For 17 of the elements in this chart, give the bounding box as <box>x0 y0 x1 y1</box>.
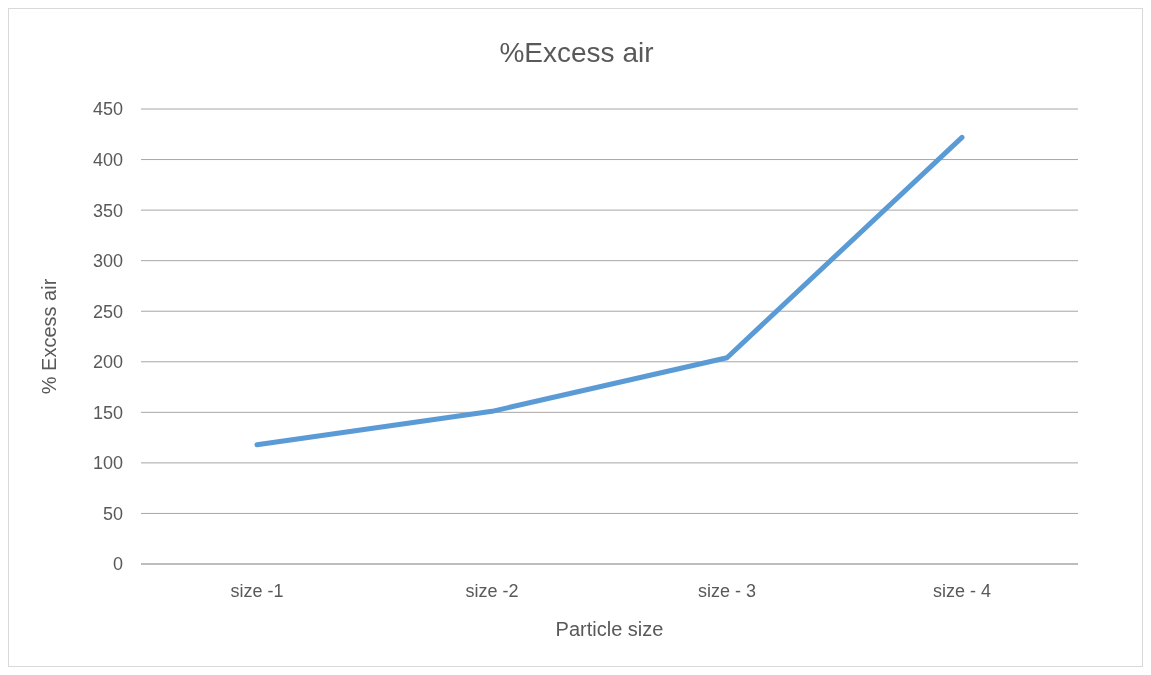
y-tick-label: 50 <box>102 503 123 524</box>
x-tick-label: size - 3 <box>697 580 757 601</box>
y-tick-label: 150 <box>92 402 123 423</box>
y-tick-label: 450 <box>92 99 123 120</box>
y-tick-label: 250 <box>92 301 123 322</box>
y-tick-label: 350 <box>92 200 123 221</box>
x-tick-label: size - 4 <box>932 580 992 601</box>
x-tick-label: size -2 <box>465 580 519 601</box>
chart-title: %Excess air <box>498 37 655 69</box>
y-tick-label: 200 <box>92 352 123 373</box>
y-tick-label: 400 <box>92 149 123 170</box>
y-tick-label: 0 <box>112 554 123 575</box>
y-tick-label: 100 <box>92 453 123 474</box>
x-tick-label: size -1 <box>230 580 284 601</box>
x-axis-title: Particle size <box>555 618 664 641</box>
y-axis-title: % Excess air <box>38 278 61 395</box>
y-tick-label: 300 <box>92 251 123 272</box>
